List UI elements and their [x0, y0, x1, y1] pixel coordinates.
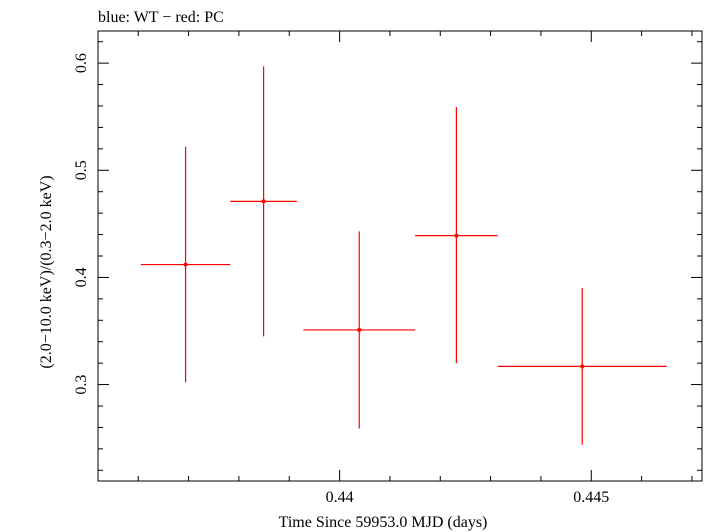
x-tick-label: 0.44 — [326, 489, 354, 506]
y-tick-label: 0.6 — [73, 53, 90, 73]
point-marker — [580, 364, 585, 369]
x-axis-label: Time Since 59953.0 MJD (days) — [279, 514, 488, 531]
plot-frame — [97, 30, 703, 482]
data-point — [140, 146, 231, 383]
x-tick-label: 0.445 — [573, 489, 609, 506]
y-axis-label: (2.0−10.0 keV)/(0.3−2.0 keV) — [38, 175, 55, 368]
y-tick-label: 0.4 — [73, 267, 90, 287]
y-tick-label: 0.3 — [73, 375, 90, 395]
point-marker — [183, 262, 188, 267]
y-tick-label: 0.5 — [73, 160, 90, 180]
data-point — [230, 66, 297, 337]
chart-title: blue: WT − red: PC — [98, 9, 224, 26]
data-point — [415, 107, 498, 364]
point-marker — [454, 233, 459, 238]
point-marker — [261, 199, 266, 204]
data-points — [140, 66, 667, 445]
point-marker — [357, 327, 362, 332]
axis-ticks: 0.44 0.445 0.3 0.4 0.5 0.6 — [73, 31, 702, 506]
data-point — [497, 288, 667, 445]
data-point — [303, 231, 416, 429]
